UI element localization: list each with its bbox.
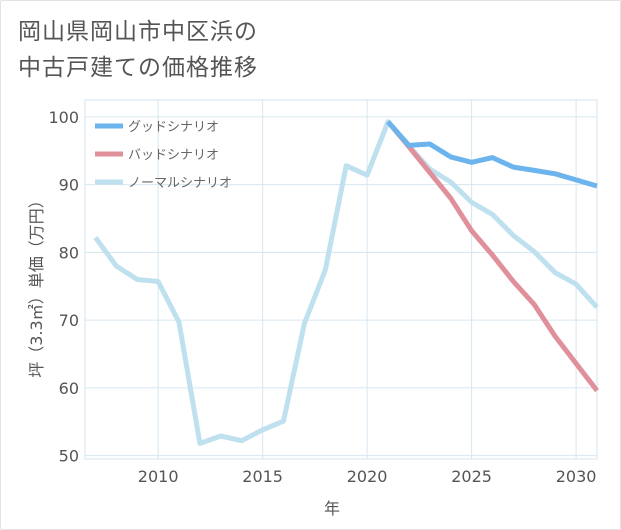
series-line-2 — [93, 119, 599, 446]
series-lines — [93, 119, 599, 446]
x-axis-label: 年 — [324, 499, 340, 518]
tick-labels: 50 60 70 80 90 100 2010 2015 2020 2025 2030 — [48, 108, 596, 486]
y-tick-label: 80 — [59, 243, 79, 262]
legend-label: グッドシナリオ — [128, 120, 219, 135]
y-tick-label: 70 — [59, 311, 79, 330]
plot-area-border — [84, 99, 598, 460]
y-axis-label: 坪（3.3㎡）単価（万円） — [27, 192, 46, 377]
x-tick-label: 2030 — [556, 467, 597, 486]
y-tick-label: 100 — [48, 108, 79, 127]
x-tick-label: 2010 — [138, 467, 179, 486]
x-tick-label: 2020 — [347, 467, 388, 486]
legend-label: バッドシナリオ — [128, 148, 219, 163]
y-tick-label: 90 — [59, 176, 79, 195]
y-tick-label: 50 — [59, 447, 79, 466]
title-line-1: 岡山県岡山市中区浜の — [18, 19, 258, 45]
y-tick-label: 60 — [59, 379, 79, 398]
x-tick-label: 2015 — [242, 467, 283, 486]
series-line-0 — [386, 120, 598, 189]
title-line-2: 中古戸建ての価格推移 — [18, 55, 258, 81]
legend-label: ノーマルシナリオ — [128, 176, 232, 191]
chart-title: 岡山県岡山市中区浜の 中古戸建ての価格推移 — [18, 14, 258, 86]
series-line-1 — [386, 120, 599, 393]
x-tick-label: 2025 — [451, 467, 492, 486]
